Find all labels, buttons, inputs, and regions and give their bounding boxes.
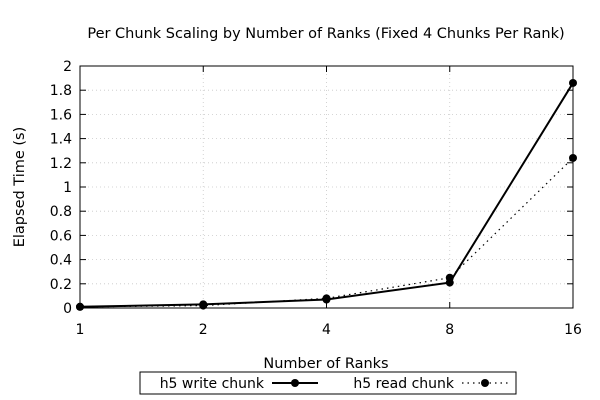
series-point-0 — [569, 78, 577, 87]
y-tick-label: 0.4 — [50, 253, 72, 269]
legend: h5 write chunk h5 read chunk — [139, 371, 517, 395]
legend-box — [139, 371, 517, 395]
legend-label-write: h5 write chunk — [160, 376, 265, 392]
y-tick-label: 1.2 — [50, 156, 72, 172]
y-tick-label: 1.6 — [50, 107, 72, 123]
y-tick-label: 1.4 — [50, 132, 72, 148]
y-axis-label: Elapsed Time (s) — [12, 127, 28, 248]
y-axis: 0 0.2 0.4 0.6 0.8 1 1.2 1.4 1.6 1.8 2 — [50, 59, 573, 317]
legend-marker-write — [291, 379, 299, 387]
y-tick-label: 2 — [63, 59, 72, 75]
grid-lines — [80, 66, 573, 308]
x-tick-label: 8 — [445, 322, 454, 338]
series-point-1 — [445, 273, 454, 282]
x-axis: 1 2 4 8 16 — [76, 66, 582, 338]
series-line-1 — [79, 157, 574, 308]
x-tick-label: 4 — [322, 322, 331, 338]
series-point-1 — [76, 302, 84, 311]
y-tick-label: 1.8 — [50, 83, 72, 99]
chart-title: Per Chunk Scaling by Number of Ranks (Fi… — [87, 26, 564, 42]
series-point-1 — [322, 294, 331, 303]
legend-label-read: h5 read chunk — [353, 376, 455, 392]
x-tick-label: 16 — [564, 322, 582, 338]
legend-marker-read — [481, 379, 489, 387]
x-axis-label: Number of Ranks — [263, 356, 388, 372]
y-tick-label: 0.6 — [50, 228, 72, 244]
y-tick-label: 0 — [63, 301, 72, 317]
x-tick-label: 2 — [199, 322, 208, 338]
series-layer — [76, 78, 577, 311]
x-tick-label: 1 — [76, 322, 85, 338]
y-tick-label: 0.2 — [50, 277, 72, 293]
series-point-1 — [569, 153, 577, 162]
y-tick-label: 0.8 — [50, 204, 72, 220]
series-point-1 — [199, 301, 208, 310]
y-tick-label: 1 — [63, 180, 72, 196]
